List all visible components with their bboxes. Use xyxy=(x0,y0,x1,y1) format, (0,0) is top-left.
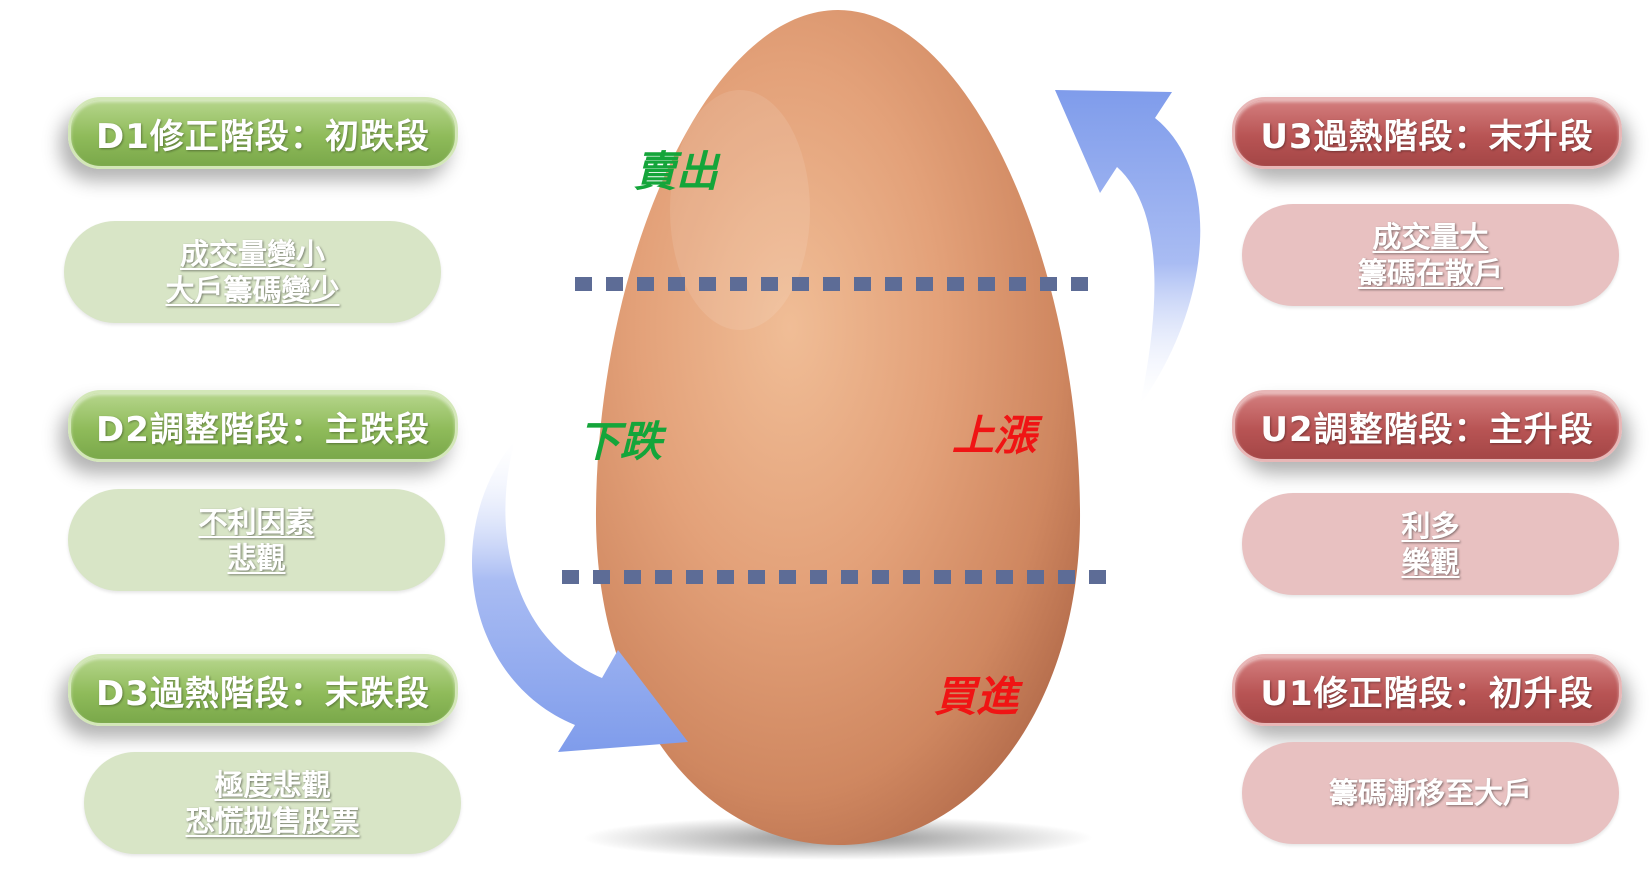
egg-body xyxy=(595,10,1081,845)
stage-d3-description: 極度悲觀 恐慌拋售股票 xyxy=(84,752,461,854)
falling-arrow xyxy=(471,440,688,752)
stage-d2-desc-line-1: 不利因素 xyxy=(198,505,315,539)
stage-u1-desc-line-1: 籌碼漸移至大戶 xyxy=(1328,776,1532,810)
stage-u1-description: 籌碼漸移至大戶 xyxy=(1242,742,1619,844)
stage-d2-title: D2調整階段：主跌段 xyxy=(68,390,458,462)
stage-u3-desc-line-1: 成交量大 xyxy=(1372,220,1489,254)
rising-arrow xyxy=(1055,90,1201,405)
stage-u2-desc-line-2: 樂觀 xyxy=(1401,545,1460,579)
stage-d3-desc-line-2: 恐慌拋售股票 xyxy=(185,804,360,838)
stage-d2-description: 不利因素 悲觀 xyxy=(68,489,445,591)
rise-label: 上漲 xyxy=(952,411,1037,460)
stage-d3-title: D3過熱階段：末跌段 xyxy=(68,654,458,726)
stage-u3-desc-line-2: 籌碼在散戶 xyxy=(1357,256,1503,290)
sell-label: 賣出 xyxy=(634,147,719,196)
fall-label: 下跌 xyxy=(578,417,663,466)
stage-u2-description: 利多 樂觀 xyxy=(1242,493,1619,595)
stage-u2-desc-line-1: 利多 xyxy=(1401,509,1460,543)
stage-d1-title: D1修正階段：初跌段 xyxy=(68,97,458,169)
buy-label: 買進 xyxy=(934,672,1019,721)
stage-d1-desc-line-2: 大戶籌碼變少 xyxy=(165,273,340,307)
stage-u3-title: U3過熱階段：末升段 xyxy=(1232,97,1622,169)
egg-highlight xyxy=(670,90,810,330)
stage-u3-description: 成交量大 籌碼在散戶 xyxy=(1242,204,1619,306)
stage-d1-desc-line-1: 成交量變小 xyxy=(179,237,325,271)
stage-d2-desc-line-2: 悲觀 xyxy=(227,541,286,575)
stage-d1-description: 成交量變小 大戶籌碼變少 xyxy=(64,221,441,323)
stage-u2-title: U2調整階段：主升段 xyxy=(1232,390,1622,462)
stage-u1-title: U1修正階段：初升段 xyxy=(1232,654,1622,726)
stage-d3-desc-line-1: 極度悲觀 xyxy=(214,768,331,802)
